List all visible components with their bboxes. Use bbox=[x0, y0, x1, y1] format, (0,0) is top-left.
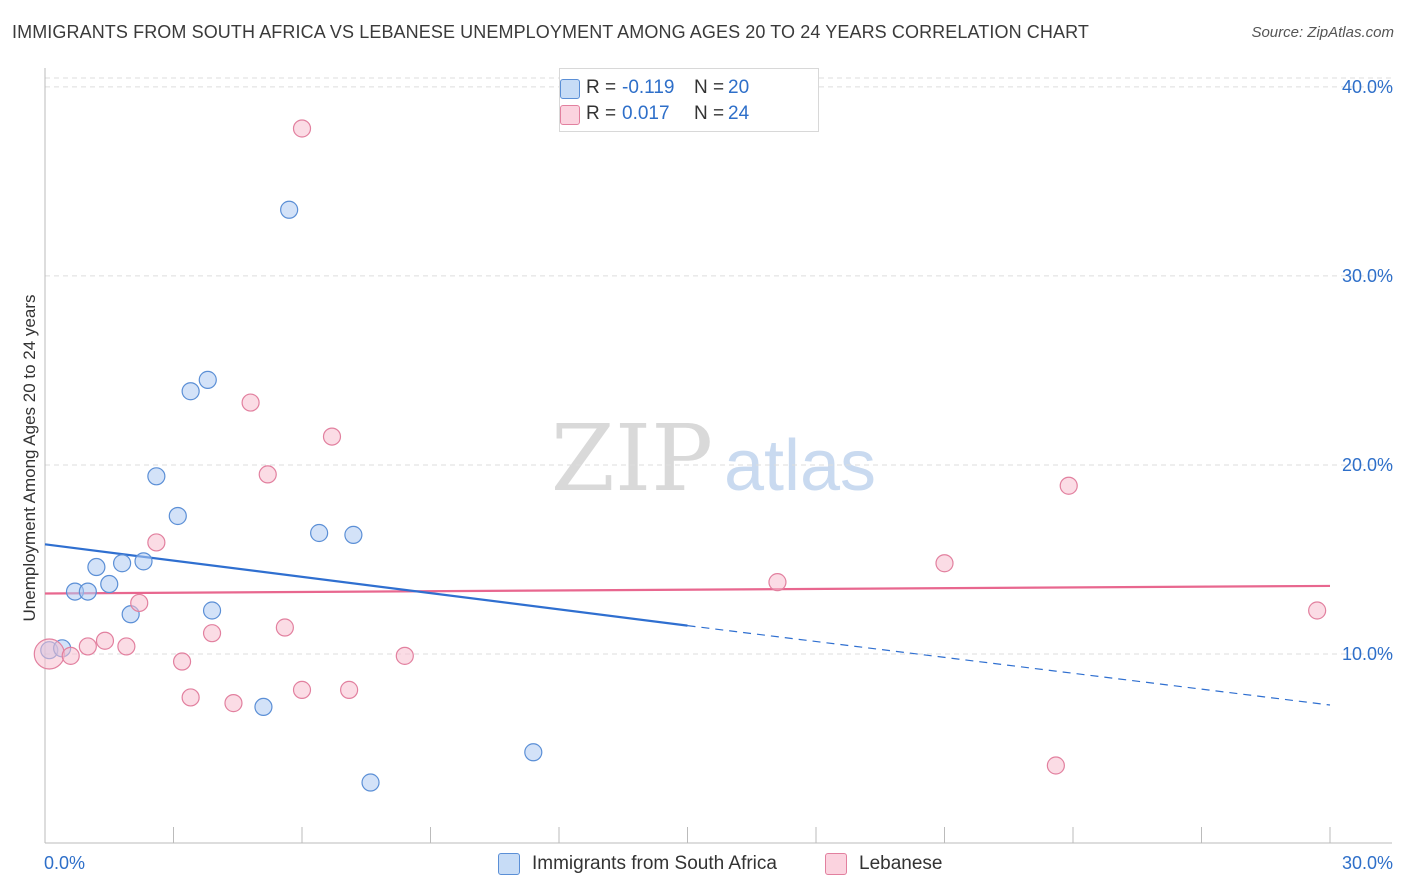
point-lebanese bbox=[202, 624, 222, 643]
point-lebanese bbox=[61, 646, 80, 665]
y-tick-label: 20.0% bbox=[1342, 455, 1393, 475]
legend-swatch-blue bbox=[560, 79, 580, 99]
point-lebanese bbox=[181, 688, 200, 707]
point-lebanese bbox=[292, 119, 312, 138]
point-lebanese bbox=[117, 637, 136, 656]
point-south-africa bbox=[168, 506, 187, 526]
bottom-legend-lebanese: Lebanese bbox=[825, 852, 942, 876]
point-south-africa bbox=[100, 574, 119, 594]
legend-swatch-pink bbox=[560, 105, 580, 125]
y-tick-label: 10.0% bbox=[1342, 644, 1393, 664]
point-south-africa bbox=[78, 582, 97, 601]
point-south-africa bbox=[181, 382, 200, 401]
chart-title: IMMIGRANTS FROM SOUTH AFRICA VS LEBANESE… bbox=[12, 22, 1089, 42]
point-lebanese bbox=[172, 652, 192, 671]
point-lebanese bbox=[1059, 476, 1078, 495]
bottom-legend-swatch-pink bbox=[825, 853, 847, 875]
x-tick-label: 30.0% bbox=[1342, 853, 1393, 873]
correlation-legend: R = -0.119 N = 20 R = 0.017 N = 24 bbox=[559, 68, 819, 132]
legend-r-value: 0.017 bbox=[622, 103, 670, 124]
legend-r-label: R = bbox=[586, 103, 617, 124]
bottom-legend-south-africa: Immigrants from South Africa bbox=[498, 852, 777, 876]
bottom-legend-label: Immigrants from South Africa bbox=[532, 853, 777, 874]
point-south-africa bbox=[361, 773, 380, 792]
legend-row-south-africa: R = -0.119 N = 20 bbox=[560, 77, 750, 99]
point-lebanese bbox=[1046, 756, 1065, 775]
trend-line-south-africa-projection bbox=[687, 625, 1331, 706]
point-south-africa bbox=[87, 557, 106, 577]
point-south-africa bbox=[198, 370, 217, 389]
point-lebanese bbox=[1308, 601, 1327, 620]
trend-line-south-africa bbox=[44, 543, 688, 627]
bottom-legend-swatch-blue bbox=[498, 853, 520, 875]
point-south-africa bbox=[280, 200, 299, 219]
point-lebanese bbox=[768, 573, 787, 592]
point-lebanese bbox=[241, 393, 260, 412]
point-lebanese bbox=[258, 465, 277, 484]
point-lebanese bbox=[95, 631, 115, 650]
trend-line-lebanese bbox=[44, 584, 1331, 595]
point-south-africa bbox=[310, 523, 329, 543]
legend-n-label: N = bbox=[694, 77, 725, 98]
legend-r-label: R = bbox=[586, 77, 617, 98]
point-south-africa bbox=[344, 525, 363, 544]
watermark-zip: ZIP bbox=[551, 405, 713, 512]
point-south-africa bbox=[134, 552, 153, 571]
point-lebanese bbox=[130, 593, 149, 613]
point-lebanese bbox=[224, 694, 243, 713]
point-south-africa bbox=[524, 743, 543, 762]
point-south-africa bbox=[254, 697, 273, 717]
bottom-legend-label: Lebanese bbox=[859, 853, 943, 874]
point-south-africa bbox=[202, 601, 222, 620]
point-lebanese bbox=[340, 680, 359, 699]
source-label: Source: ZipAtlas.com bbox=[1251, 24, 1394, 41]
legend-n-label: N = bbox=[694, 103, 725, 124]
legend-r-value: -0.119 bbox=[622, 77, 675, 98]
point-lebanese bbox=[78, 637, 97, 656]
legend-n-value: 20 bbox=[728, 77, 750, 98]
point-south-africa bbox=[112, 554, 132, 573]
legend-row-lebanese: R = 0.017 N = 24 bbox=[560, 103, 750, 125]
point-lebanese bbox=[322, 427, 342, 446]
y-tick-label: 30.0% bbox=[1342, 266, 1393, 286]
point-lebanese bbox=[33, 638, 65, 670]
point-lebanese bbox=[292, 680, 312, 699]
point-lebanese bbox=[275, 618, 294, 637]
point-south-africa bbox=[147, 467, 166, 486]
point-lebanese bbox=[935, 554, 954, 573]
x-tick-label: 0.0% bbox=[44, 853, 85, 873]
point-lebanese bbox=[395, 646, 414, 665]
point-lebanese bbox=[147, 533, 166, 552]
y-tick-label: 40.0% bbox=[1342, 77, 1393, 97]
legend-n-value: 24 bbox=[728, 103, 750, 124]
watermark-atlas: atlas bbox=[724, 426, 876, 506]
